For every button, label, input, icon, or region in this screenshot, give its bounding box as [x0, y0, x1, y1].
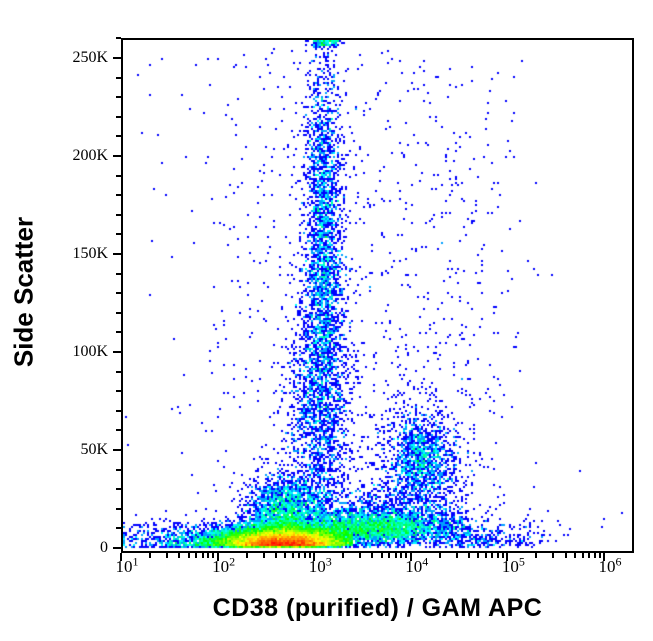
y-major-tick	[113, 449, 121, 451]
y-tick-label: 250K	[72, 49, 108, 66]
y-minor-tick	[116, 194, 121, 197]
x-minor-tick	[388, 553, 391, 558]
x-minor-tick	[359, 553, 362, 558]
x-major-tick	[313, 553, 316, 561]
x-minor-tick	[467, 553, 470, 558]
x-minor-tick	[284, 553, 287, 558]
x-minor-tick	[501, 553, 504, 558]
y-minor-tick	[116, 174, 121, 177]
y-minor-tick	[116, 135, 121, 138]
y-tick-label: 100K	[72, 343, 108, 360]
x-minor-tick	[380, 553, 383, 558]
x-minor-tick	[149, 553, 152, 558]
y-minor-tick	[116, 292, 121, 295]
x-minor-tick	[593, 553, 596, 558]
y-minor-tick	[116, 233, 121, 236]
x-axis-title: CD38 (purified) / GAM APC	[212, 594, 543, 622]
x-minor-tick	[212, 553, 215, 558]
x-major-tick	[603, 553, 605, 561]
x-minor-tick	[187, 553, 190, 558]
y-major-tick	[113, 155, 121, 157]
y-major-tick	[113, 351, 121, 353]
x-tick-label: 104	[405, 554, 429, 576]
y-minor-tick	[116, 213, 121, 216]
scatter-density-canvas	[123, 40, 632, 551]
x-minor-tick	[477, 553, 480, 558]
x-tick-label: 105	[501, 554, 525, 576]
x-minor-tick	[484, 553, 487, 558]
x-minor-tick	[552, 553, 555, 558]
y-minor-tick	[116, 468, 121, 471]
x-minor-tick	[588, 553, 591, 558]
y-axis-title: Side Scatter	[8, 216, 39, 368]
x-minor-tick	[581, 553, 584, 558]
x-minor-tick	[394, 553, 397, 558]
y-minor-tick	[116, 507, 121, 510]
x-minor-tick	[371, 553, 374, 558]
x-minor-tick	[400, 553, 403, 558]
x-minor-tick	[262, 553, 265, 558]
x-tick-label: 102	[212, 554, 236, 576]
y-minor-tick	[116, 527, 121, 530]
y-tick-label: 50K	[80, 441, 108, 458]
x-minor-tick	[207, 553, 210, 558]
x-major-tick	[216, 553, 219, 561]
x-tick-label: 101	[115, 554, 139, 576]
x-minor-tick	[298, 553, 301, 558]
x-minor-tick	[195, 553, 198, 558]
x-major-tick	[120, 553, 122, 561]
y-minor-tick	[116, 76, 121, 79]
x-minor-tick	[308, 553, 311, 558]
y-minor-tick	[116, 370, 121, 373]
y-tick-label: 150K	[72, 245, 108, 262]
y-minor-tick	[116, 488, 121, 491]
y-tick-label: 0	[100, 539, 108, 556]
y-major-tick	[113, 253, 121, 255]
x-minor-tick	[564, 553, 567, 558]
x-minor-tick	[405, 553, 408, 558]
x-major-tick	[409, 553, 412, 561]
y-minor-tick	[116, 331, 121, 334]
x-minor-tick	[438, 553, 441, 558]
y-minor-tick	[116, 37, 121, 40]
x-minor-tick	[535, 553, 538, 558]
x-minor-tick	[342, 553, 345, 558]
x-minor-tick	[291, 553, 294, 558]
x-minor-tick	[274, 553, 277, 558]
x-minor-tick	[178, 553, 181, 558]
x-minor-tick	[573, 553, 576, 558]
y-minor-tick	[116, 409, 121, 412]
y-minor-tick	[116, 272, 121, 275]
x-minor-tick	[303, 553, 306, 558]
x-tick-label: 106	[598, 554, 622, 576]
x-major-tick	[506, 553, 509, 561]
x-minor-tick	[166, 553, 169, 558]
x-minor-tick	[245, 553, 248, 558]
y-minor-tick	[116, 115, 121, 118]
y-major-tick	[113, 547, 121, 549]
x-minor-tick	[201, 553, 204, 558]
x-minor-tick	[491, 553, 494, 558]
x-minor-tick	[598, 553, 601, 558]
x-minor-tick	[497, 553, 500, 558]
y-tick-label: 200K	[72, 147, 108, 164]
y-minor-tick	[116, 390, 121, 393]
x-minor-tick	[455, 553, 458, 558]
y-minor-tick	[116, 429, 121, 432]
y-minor-tick	[116, 311, 121, 314]
x-tick-label: 103	[308, 554, 332, 576]
y-major-tick	[113, 57, 121, 59]
y-minor-tick	[116, 96, 121, 99]
